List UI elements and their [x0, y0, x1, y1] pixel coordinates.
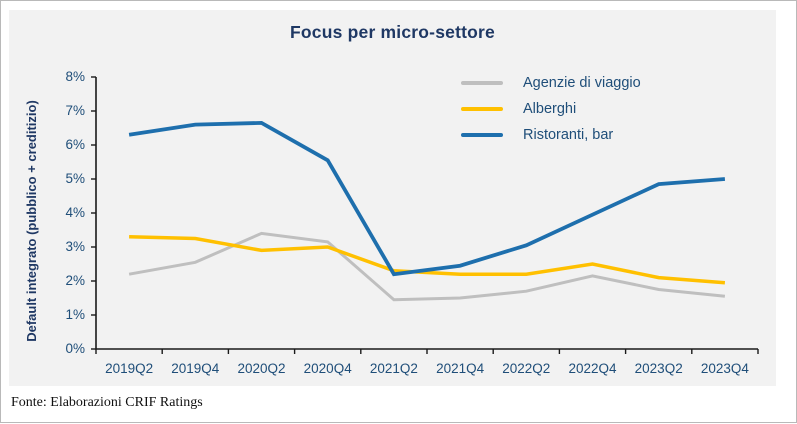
x-tick-label: 2023Q2	[634, 361, 683, 376]
legend-item-alberghi: Alberghi	[461, 96, 641, 122]
x-tick-label: 2022Q2	[502, 361, 551, 376]
legend-item-ristoranti: Ristoranti, bar	[461, 122, 641, 148]
y-tick-label: 6%	[65, 137, 85, 152]
legend-item-agenzie: Agenzie di viaggio	[461, 70, 641, 96]
x-tick-label: 2022Q4	[568, 361, 617, 376]
legend-swatch-agenzie	[461, 81, 503, 85]
y-tick-label: 4%	[65, 205, 85, 220]
legend-label: Alberghi	[523, 101, 577, 117]
legend-label: Ristoranti, bar	[523, 127, 614, 143]
legend-swatch-ristoranti	[461, 133, 503, 137]
y-tick-label: 8%	[65, 69, 85, 84]
y-tick-label: 2%	[65, 273, 85, 288]
y-tick-label: 3%	[65, 239, 85, 254]
x-tick-label: 2019Q2	[105, 361, 154, 376]
series-line-1	[129, 235, 726, 285]
source-note: Fonte: Elaborazioni CRIF Ratings	[11, 395, 203, 410]
chart-title: Focus per micro-settore	[290, 22, 495, 42]
chart-panel: Focus per micro-settore Default integrat…	[9, 10, 776, 386]
x-tick-label: 2020Q4	[303, 361, 352, 376]
legend-swatch-alberghi	[461, 107, 503, 111]
series-line-2	[128, 120, 726, 277]
x-tick-label: 2021Q4	[436, 361, 485, 376]
legend-label: Agenzie di viaggio	[523, 75, 641, 91]
y-tick-label: 1%	[65, 307, 85, 322]
x-tick-label: 2021Q2	[369, 361, 418, 376]
axis-line	[95, 77, 758, 350]
y-tick-label: 0%	[65, 341, 85, 356]
y-tick-label: 5%	[65, 171, 85, 186]
series-line-0	[128, 231, 726, 302]
y-tick-label: 7%	[65, 103, 85, 118]
x-tick-label: 2023Q4	[700, 361, 749, 376]
x-tick-label: 2019Q4	[171, 361, 220, 376]
legend: Agenzie di viaggio Alberghi Ristoranti, …	[461, 70, 641, 148]
x-tick-label: 2020Q2	[237, 361, 286, 376]
